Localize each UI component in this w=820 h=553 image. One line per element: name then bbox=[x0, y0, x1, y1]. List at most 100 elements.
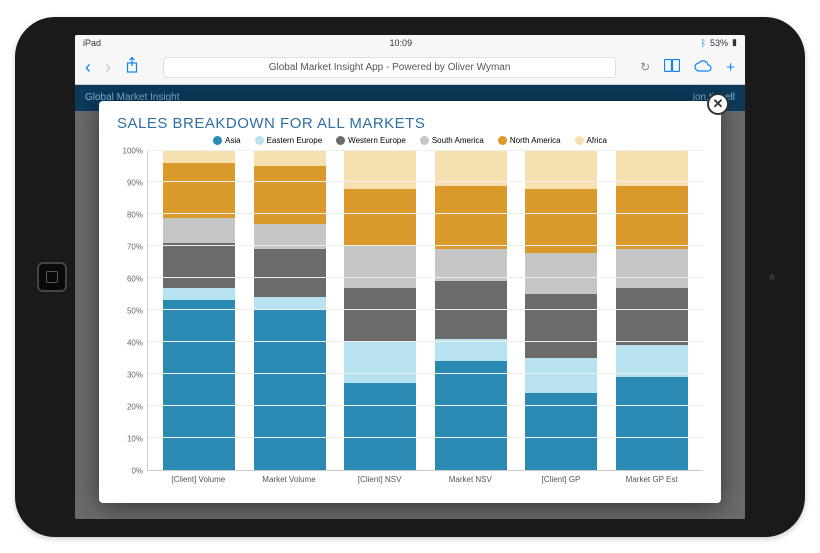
legend-label: Eastern Europe bbox=[267, 136, 323, 145]
legend-item: Asia bbox=[213, 136, 241, 145]
legend-swatch bbox=[336, 136, 345, 145]
chart-legend: Asia Eastern Europe Western Europe South Am… bbox=[117, 136, 703, 145]
y-tick: 50% bbox=[127, 306, 143, 315]
bar-segment bbox=[344, 383, 416, 469]
bar-segment bbox=[344, 246, 416, 287]
ios-statusbar: iPad 10:09 ᛒ 53% ▮ bbox=[75, 35, 745, 51]
carrier-label: iPad bbox=[83, 38, 101, 48]
bar bbox=[163, 151, 235, 470]
bar-segment bbox=[616, 186, 688, 250]
bar-segment bbox=[344, 288, 416, 342]
safari-toolbar: ‹ › Global Market Insight App - Powered … bbox=[75, 51, 745, 85]
bar-segment bbox=[163, 243, 235, 288]
page-title: Global Market Insight App - Powered by O… bbox=[269, 62, 511, 73]
grid-line bbox=[148, 437, 703, 438]
reader-icon[interactable] bbox=[664, 59, 680, 76]
y-tick: 40% bbox=[127, 338, 143, 347]
y-tick: 90% bbox=[127, 178, 143, 187]
stacked-bar-chart: 0%10%20%30%40%50%60%70%80%90%100% bbox=[117, 151, 703, 471]
legend-swatch bbox=[255, 136, 264, 145]
forward-button[interactable]: › bbox=[105, 57, 111, 78]
x-label: Market Volume bbox=[253, 471, 325, 493]
y-axis: 0%10%20%30%40%50%60%70%80%90%100% bbox=[117, 151, 147, 471]
share-icon[interactable] bbox=[125, 57, 139, 78]
bar-segment bbox=[525, 151, 597, 189]
grid-line bbox=[148, 309, 703, 310]
legend-item: Western Europe bbox=[336, 136, 406, 145]
bar-segment bbox=[616, 288, 688, 345]
modal-title: SALES BREAKDOWN FOR ALL MARKETS bbox=[117, 115, 703, 132]
bar-segment bbox=[163, 300, 235, 469]
legend-label: Western Europe bbox=[348, 136, 406, 145]
y-tick: 0% bbox=[131, 466, 143, 475]
address-bar[interactable]: Global Market Insight App - Powered by O… bbox=[163, 57, 616, 78]
bar-segment bbox=[616, 249, 688, 287]
legend-swatch bbox=[213, 136, 222, 145]
cloud-icon[interactable] bbox=[694, 59, 712, 76]
x-label: [Client] NSV bbox=[344, 471, 416, 493]
legend-label: North America bbox=[510, 136, 561, 145]
status-right: ᛒ 53% ▮ bbox=[701, 37, 737, 48]
close-button[interactable]: ✕ bbox=[707, 93, 729, 115]
x-axis: [Client] Volume Market Volume [Client] NSV… bbox=[117, 471, 703, 493]
grid-line bbox=[148, 341, 703, 342]
home-button[interactable] bbox=[37, 262, 67, 292]
legend-item: Africa bbox=[575, 136, 607, 145]
grid-line bbox=[148, 150, 703, 151]
grid-line bbox=[148, 181, 703, 182]
bar bbox=[254, 151, 326, 470]
bar-segment bbox=[344, 189, 416, 246]
bar-segment bbox=[435, 151, 507, 186]
y-tick: 30% bbox=[127, 370, 143, 379]
y-tick: 60% bbox=[127, 274, 143, 283]
x-label: Market NSV bbox=[434, 471, 506, 493]
reload-icon[interactable]: ↻ bbox=[640, 60, 650, 74]
back-button[interactable]: ‹ bbox=[85, 57, 91, 78]
bar bbox=[616, 151, 688, 470]
legend-swatch bbox=[420, 136, 429, 145]
x-labels: [Client] Volume Market Volume [Client] NSV… bbox=[147, 471, 703, 493]
ipad-frame: iPad 10:09 ᛒ 53% ▮ ‹ › Global Market Ins… bbox=[15, 17, 805, 537]
chart-modal: ✕ SALES BREAKDOWN FOR ALL MARKETS AsiaEa… bbox=[99, 101, 721, 503]
legend-label: Asia bbox=[225, 136, 241, 145]
screen: iPad 10:09 ᛒ 53% ▮ ‹ › Global Market Ins… bbox=[75, 35, 745, 519]
legend-item: Eastern Europe bbox=[255, 136, 323, 145]
legend-label: South America bbox=[432, 136, 484, 145]
bar-segment bbox=[525, 189, 597, 253]
bar-segment bbox=[254, 151, 326, 167]
bar-segment bbox=[254, 166, 326, 223]
legend-label: Africa bbox=[587, 136, 607, 145]
bar-segment bbox=[435, 339, 507, 361]
bar-segment bbox=[344, 151, 416, 189]
y-tick: 10% bbox=[127, 434, 143, 443]
bar bbox=[435, 151, 507, 470]
y-tick: 100% bbox=[123, 146, 143, 155]
y-tick: 20% bbox=[127, 402, 143, 411]
new-tab-button[interactable]: + bbox=[726, 59, 735, 76]
front-camera bbox=[769, 274, 775, 280]
grid-line bbox=[148, 213, 703, 214]
x-label: [Client] Volume bbox=[162, 471, 234, 493]
legend-item: South America bbox=[420, 136, 484, 145]
bar-segment bbox=[254, 249, 326, 297]
bar bbox=[525, 151, 597, 470]
bluetooth-icon: ᛒ bbox=[701, 38, 706, 48]
legend-swatch bbox=[575, 136, 584, 145]
legend-swatch bbox=[498, 136, 507, 145]
x-label: [Client] GP bbox=[525, 471, 597, 493]
x-label: Market GP Est bbox=[616, 471, 688, 493]
bar-segment bbox=[344, 342, 416, 383]
bar bbox=[344, 151, 416, 470]
grid-line bbox=[148, 373, 703, 374]
grid-line bbox=[148, 245, 703, 246]
bar-segment bbox=[525, 253, 597, 294]
bar-segment bbox=[616, 377, 688, 470]
grid-line bbox=[148, 277, 703, 278]
y-tick: 70% bbox=[127, 242, 143, 251]
bars-container bbox=[148, 151, 703, 470]
bar-segment bbox=[163, 151, 235, 164]
bar-segment bbox=[435, 361, 507, 469]
plot-area bbox=[147, 151, 703, 471]
app-backdrop: Global Market Insight jon.tippell ✕ SALE… bbox=[75, 85, 745, 519]
battery-label: 53% bbox=[710, 38, 728, 48]
